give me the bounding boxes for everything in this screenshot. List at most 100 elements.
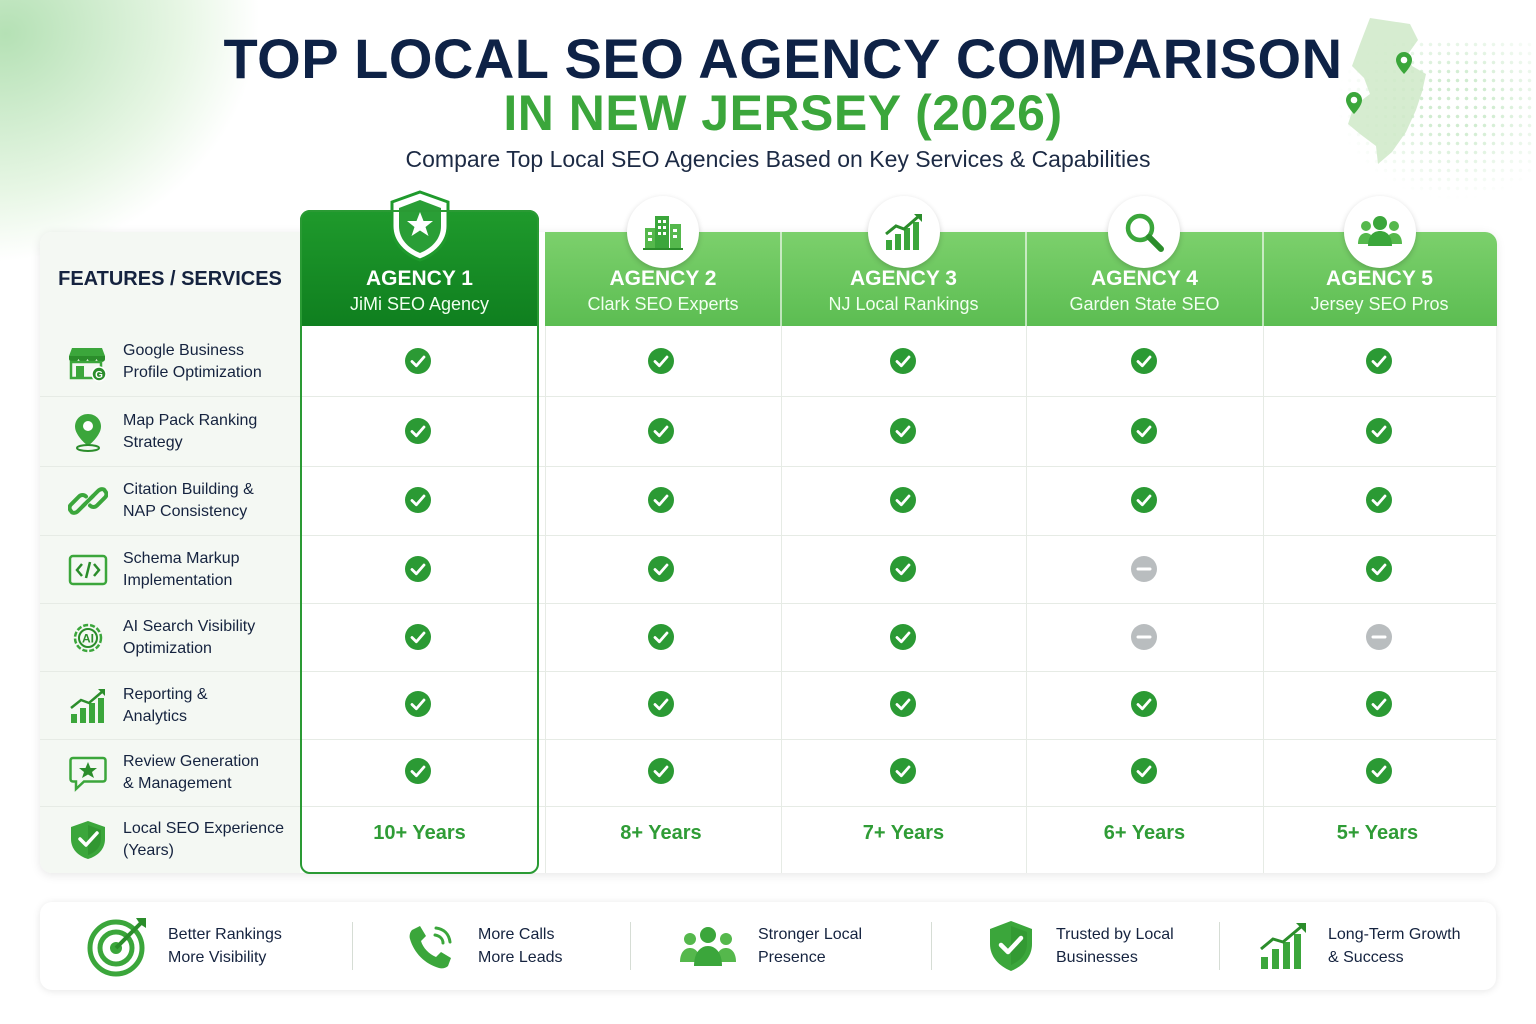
column-divider	[781, 326, 782, 873]
agency-5-header: AGENCY 5 Jersey SEO Pros	[1263, 232, 1496, 326]
agency-2-experience: 8+ Years	[620, 822, 702, 844]
check-icon	[405, 758, 431, 784]
phone-icon	[409, 926, 452, 969]
link-icon	[68, 487, 108, 515]
storefront-icon: G	[69, 347, 107, 382]
feature-label: Local SEO Experience (Years)	[123, 820, 284, 859]
check-icon	[890, 758, 916, 784]
check-icon	[1131, 418, 1157, 444]
dash-icon	[1131, 556, 1157, 582]
check-icon	[890, 556, 916, 582]
check-icon	[405, 691, 431, 717]
benefit-line: More Leads	[478, 949, 563, 966]
shield-check-icon	[990, 921, 1032, 971]
column-divider	[545, 326, 546, 873]
page-title: TOP LOCAL SEO AGENCY COMPARISON	[223, 27, 1343, 90]
benefit-divider	[352, 922, 353, 970]
features-header: FEATURES / SERVICES	[58, 268, 282, 290]
agency-1-name: JiMi SEO Agency	[349, 294, 490, 314]
benefits-bar	[40, 902, 1496, 990]
team-icon	[680, 927, 736, 966]
feature-row-local-seo-experience: Local SEO Experience (Years)	[40, 807, 300, 873]
check-icon	[1366, 758, 1392, 784]
agency-4-badge	[1108, 196, 1180, 268]
benefit-line: Long-Term Growth	[1328, 926, 1461, 943]
agency-2-badge	[627, 196, 699, 268]
feature-row-map-pack-ranking: Map Pack Ranking Strategy	[40, 397, 300, 466]
review-star-icon	[69, 756, 107, 792]
header-divider	[1262, 232, 1264, 326]
bar-chart-icon	[70, 688, 105, 723]
agency-4-label: AGENCY 4	[1091, 267, 1198, 290]
agency-3-badge	[868, 196, 940, 268]
check-icon	[1131, 691, 1157, 717]
check-icon	[405, 487, 431, 513]
check-icon	[405, 624, 431, 650]
feature-row-reporting-analytics: Reporting & Analytics	[40, 672, 300, 739]
check-icon	[405, 556, 431, 582]
feature-row-review-generation: Review Generation & Management	[40, 740, 300, 806]
check-icon	[1131, 758, 1157, 784]
benefit-line: & Success	[1328, 949, 1404, 966]
agency-header-bar	[545, 232, 1497, 326]
svg-text:G: G	[95, 370, 103, 381]
ai-chip-icon: AI	[73, 623, 103, 652]
benefit-trusted-by-local-businesses: Trusted by Local Businesses	[984, 902, 1174, 990]
agency-4-header: AGENCY 4 Garden State SEO	[1026, 232, 1263, 326]
agency-2-label: AGENCY 2	[609, 267, 717, 290]
check-icon	[405, 348, 431, 374]
check-icon	[648, 487, 674, 513]
map-pin-icon	[75, 413, 101, 452]
check-icon	[648, 624, 674, 650]
page-subtitle: Compare Top Local SEO Agencies Based on …	[405, 146, 1151, 172]
feature-row-schema-markup: Schema Markup Implementation	[40, 536, 300, 603]
magnifier-icon	[1125, 213, 1164, 252]
column-divider	[1026, 326, 1027, 873]
check-icon	[648, 418, 674, 444]
check-icon	[890, 624, 916, 650]
benefit-line: Trusted by Local	[1056, 926, 1174, 943]
check-icon	[648, 691, 674, 717]
benefit-line: Stronger Local	[758, 926, 863, 943]
shield-star-icon	[390, 190, 450, 262]
agency-3-header: AGENCY 3 NJ Local Rankings	[781, 232, 1026, 326]
target-icon	[87, 918, 146, 977]
row-divider	[40, 739, 1496, 740]
feature-row-citation-building: Citation Building & NAP Consistency	[40, 467, 300, 535]
benefit-long-term-growth: Long-Term Growth & Success	[1256, 902, 1461, 990]
check-icon	[890, 487, 916, 513]
benefit-better-rankings: Better Rankings More Visibility	[86, 902, 282, 990]
benefit-more-calls: More Calls More Leads	[404, 902, 563, 990]
agency-2-name: Clark SEO Experts	[587, 294, 739, 314]
feature-label: Citation Building & NAP Consistency	[123, 481, 254, 520]
feature-label: Schema Markup Implementation	[123, 549, 240, 589]
header-divider	[1025, 232, 1027, 326]
buildings-icon	[643, 216, 683, 250]
agency-5-name: Jersey SEO Pros	[1310, 294, 1449, 314]
check-icon	[648, 556, 674, 582]
feature-label: Review Generation & Management	[123, 753, 260, 792]
dash-icon	[1131, 624, 1157, 650]
agency-1-label: AGENCY 1	[366, 267, 473, 290]
feature-label: Google Business Profile Optimization	[123, 341, 262, 381]
svg-text:AI: AI	[82, 631, 94, 645]
benefit-line: Presence	[758, 949, 826, 966]
benefit-line: More Calls	[478, 926, 555, 943]
benefit-divider	[931, 922, 932, 970]
benefit-line: Businesses	[1056, 949, 1138, 966]
feature-label: Reporting & Analytics	[123, 685, 208, 725]
code-icon	[68, 554, 108, 585]
column-divider	[1263, 326, 1264, 873]
features-column	[40, 232, 300, 873]
check-icon	[1366, 691, 1392, 717]
benefit-divider	[630, 922, 631, 970]
check-icon	[1366, 418, 1392, 444]
new-jersey-map-icon	[1346, 18, 1426, 164]
feature-row-google-business-profile: G Google Business Profile Optimization	[40, 327, 300, 396]
growth-chart-icon	[885, 214, 922, 250]
agency-3-label: AGENCY 3	[850, 267, 957, 290]
check-icon	[1366, 487, 1392, 513]
agency-4-experience: 6+ Years	[1103, 822, 1186, 844]
check-icon	[1366, 556, 1392, 582]
header-divider	[780, 232, 782, 326]
